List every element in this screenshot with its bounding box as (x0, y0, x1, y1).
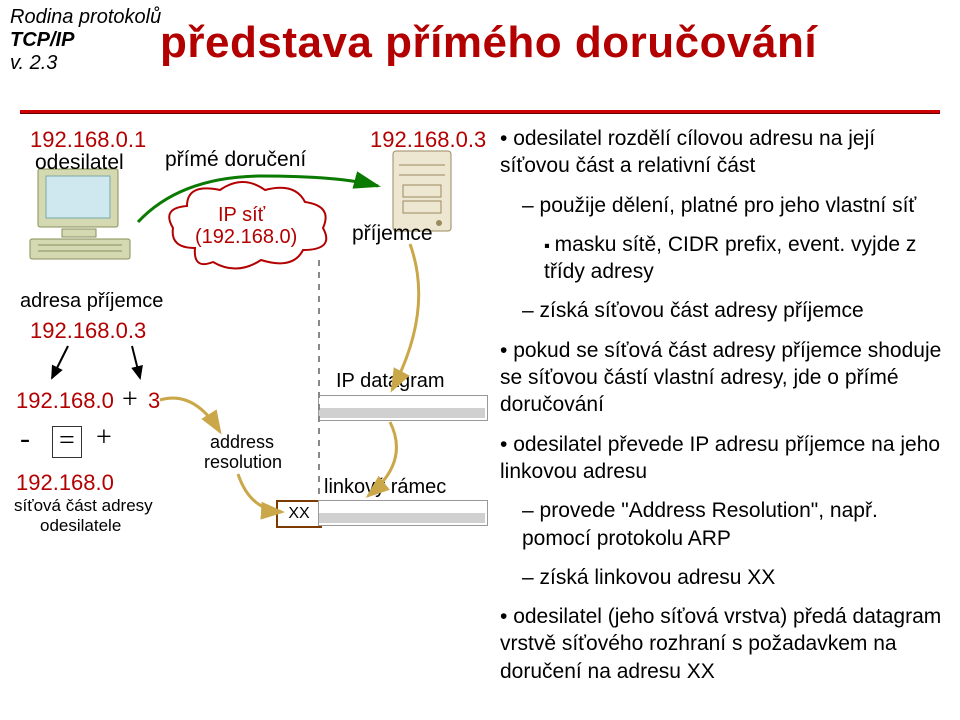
corner-label: Rodina protokolů TCP/IP v. 2.3 (10, 6, 161, 75)
bullet-item: odesilatel (jeho síťová vrstva) předá da… (500, 603, 945, 685)
arrow-yellow-4-icon (230, 470, 300, 520)
addr-receiver-value: 192.168.0.3 (30, 318, 146, 344)
dashed-line-icon (317, 260, 321, 520)
split-net: 192.168.0 (16, 388, 114, 414)
bullet-item: masku sítě, CIDR prefix, event. vyjde z … (500, 231, 945, 286)
own-net: 192.168.0 (16, 470, 114, 496)
addr-receiver-label: adresa příjemce (20, 290, 163, 313)
receiver-ip: 192.168.0.3 (370, 127, 486, 153)
arrow-yellow-2-icon (350, 418, 420, 503)
corner-line2: TCP/IP (10, 29, 161, 52)
corner-line3: v. 2.3 (10, 52, 161, 75)
arrow-green-icon (120, 172, 410, 232)
slide: Rodina protokolů TCP/IP v. 2.3 představa… (0, 0, 960, 720)
arrow-yellow-3-icon (150, 388, 240, 448)
ip-datagram-gray (319, 408, 485, 418)
link-frame-gray (319, 513, 485, 523)
sender-label: odesilatel (35, 151, 124, 175)
plus-sign: + (122, 384, 138, 416)
own-net-sub2: odesilatele (40, 516, 121, 536)
bullet-item: pokud se síťová část adresy příjemce sho… (500, 337, 945, 419)
bullet-item: odesilatel rozdělí cílovou adresu na jej… (500, 125, 945, 180)
bullet-item: provede "Address Resolution", např. pomo… (500, 497, 945, 552)
minus-sign: - (20, 422, 30, 456)
bullet-item: získá linkovou adresu XX (500, 564, 945, 591)
divider (20, 110, 940, 113)
corner-line1: Rodina protokolů (10, 6, 161, 29)
page-title: představa přímého doručování (160, 18, 817, 68)
eq-sign: = (52, 426, 82, 458)
bullet-item: získá síťovou část adresy příjemce (500, 297, 945, 324)
bullet-item: použije dělení, platné pro jeho vlastní … (500, 192, 945, 219)
plus2-sign: + (96, 422, 112, 454)
arrow-yellow-1-icon (370, 240, 450, 400)
sender-ip: 192.168.0.1 (30, 127, 146, 153)
bullet-list: odesilatel rozdělí cílovou adresu na jej… (500, 125, 945, 697)
own-net-sub1: síťová část adresy (14, 496, 153, 516)
bullet-ul: odesilatel rozdělí cílovou adresu na jej… (500, 125, 945, 685)
direct-delivery-label: přímé doručení (165, 148, 306, 172)
bullet-item: odesilatel převede IP adresu příjemce na… (500, 431, 945, 486)
split-arrows-icon (28, 342, 168, 392)
